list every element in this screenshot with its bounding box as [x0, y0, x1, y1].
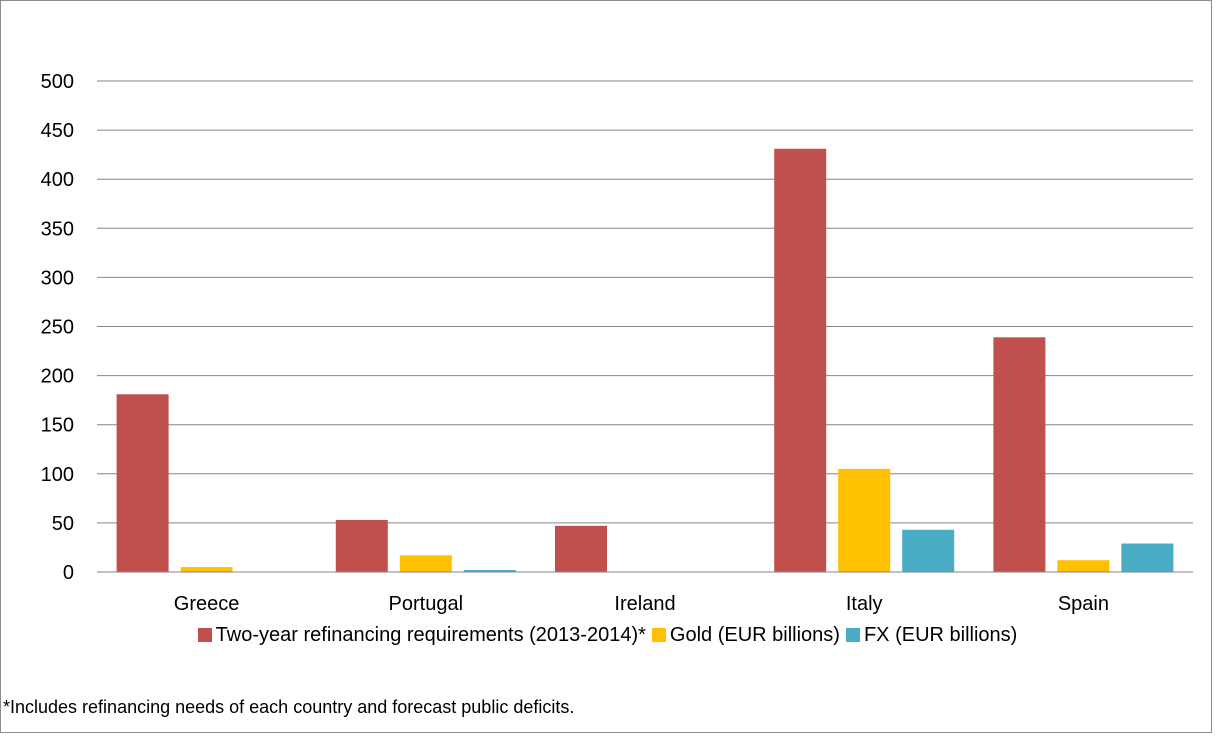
- y-tick-label: 350: [41, 218, 74, 240]
- bar-portugal-2: [463, 570, 516, 572]
- y-tick-label: 300: [41, 267, 74, 289]
- legend-item-refinancing: Two-year refinancing requirements (2013-…: [197, 623, 646, 647]
- bar-italy-2: [902, 529, 955, 572]
- bar-greece-0: [116, 394, 169, 572]
- bar-portugal-0: [335, 519, 388, 572]
- bar-portugal-1: [399, 555, 452, 572]
- bar-ireland-0: [555, 525, 607, 572]
- bars: [116, 148, 1174, 572]
- bar-italy-0: [774, 148, 827, 572]
- x-tick-label: Ireland: [614, 593, 675, 615]
- bar-chart: 0 50 100 150 200 250 300 350 400 450 500 Greece Por…: [41, 71, 1193, 615]
- y-tick-label: 400: [41, 169, 74, 191]
- y-axis-ticks: 0 50 100 150 200 250 300 350 400 450 500: [41, 71, 74, 584]
- y-tick-label: 250: [41, 317, 74, 339]
- legend-label-refinancing: Two-year refinancing requirements (2013-…: [215, 623, 646, 646]
- x-axis-ticks: Greece Portugal Ireland Italy Spain: [174, 593, 1109, 615]
- legend-item-fx: FX (EUR billions): [845, 623, 1018, 647]
- footnote: *Includes refinancing needs of each coun…: [3, 697, 575, 717]
- y-tick-label: 200: [41, 366, 74, 388]
- x-tick-label: Greece: [174, 593, 240, 615]
- legend-item-gold: Gold (EUR billions): [651, 623, 840, 647]
- legend-label-gold: Gold (EUR billions): [669, 623, 840, 646]
- y-tick-label: 450: [41, 120, 74, 142]
- x-tick-label: Portugal: [389, 593, 464, 615]
- x-tick-label: Italy: [846, 593, 883, 615]
- y-tick-label: 0: [63, 562, 74, 584]
- bar-italy-1: [838, 468, 891, 572]
- y-tick-label: 50: [52, 513, 74, 535]
- bar-spain-2: [1121, 543, 1174, 572]
- legend: Two-year refinancing requirements (2013-…: [0, 615, 1215, 655]
- bar-greece-1: [180, 567, 233, 572]
- y-tick-label: 150: [41, 415, 74, 437]
- legend-swatch-fx: [845, 628, 860, 642]
- x-tick-label: Spain: [1058, 593, 1109, 615]
- bar-spain-1: [1057, 560, 1110, 572]
- legend-swatch-gold: [651, 628, 666, 642]
- y-tick-label: 100: [41, 464, 74, 486]
- bar-spain-0: [993, 337, 1046, 572]
- y-tick-label: 500: [41, 71, 74, 93]
- legend-swatch-refinancing: [197, 628, 212, 642]
- legend-label-fx: FX (EUR billions): [863, 623, 1018, 646]
